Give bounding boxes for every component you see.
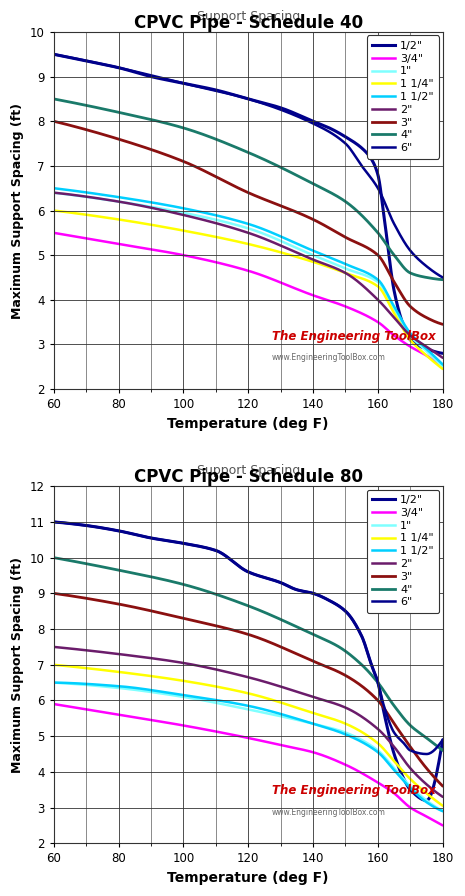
Y-axis label: Maximum Support Spacing (ft): Maximum Support Spacing (ft) bbox=[11, 102, 24, 318]
Legend: 1/2", 3/4", 1", 1 1/4", 1 1/2", 2", 3", 4", 6": 1/2", 3/4", 1", 1 1/4", 1 1/2", 2", 3", … bbox=[367, 35, 439, 159]
Text: www.EngineeringToolBox.com: www.EngineeringToolBox.com bbox=[272, 353, 385, 362]
Text: The Engineering ToolBox: The Engineering ToolBox bbox=[272, 330, 435, 342]
Y-axis label: Maximum Support Spacing (ft): Maximum Support Spacing (ft) bbox=[11, 556, 24, 772]
Text: www.EngineeringToolBox.com: www.EngineeringToolBox.com bbox=[272, 807, 385, 816]
Legend: 1/2", 3/4", 1", 1 1/4", 1 1/2", 2", 3", 4", 6": 1/2", 3/4", 1", 1 1/4", 1 1/2", 2", 3", … bbox=[367, 489, 439, 613]
Text: Support Spacing: Support Spacing bbox=[197, 10, 300, 23]
X-axis label: Temperature (deg F): Temperature (deg F) bbox=[167, 417, 329, 431]
X-axis label: Temperature (deg F): Temperature (deg F) bbox=[167, 871, 329, 885]
Title: CPVC Pipe - Schedule 40: CPVC Pipe - Schedule 40 bbox=[133, 14, 363, 32]
Text: The Engineering ToolBox: The Engineering ToolBox bbox=[272, 784, 435, 797]
Title: CPVC Pipe - Schedule 80: CPVC Pipe - Schedule 80 bbox=[134, 469, 363, 487]
Text: Support Spacing: Support Spacing bbox=[197, 464, 300, 478]
